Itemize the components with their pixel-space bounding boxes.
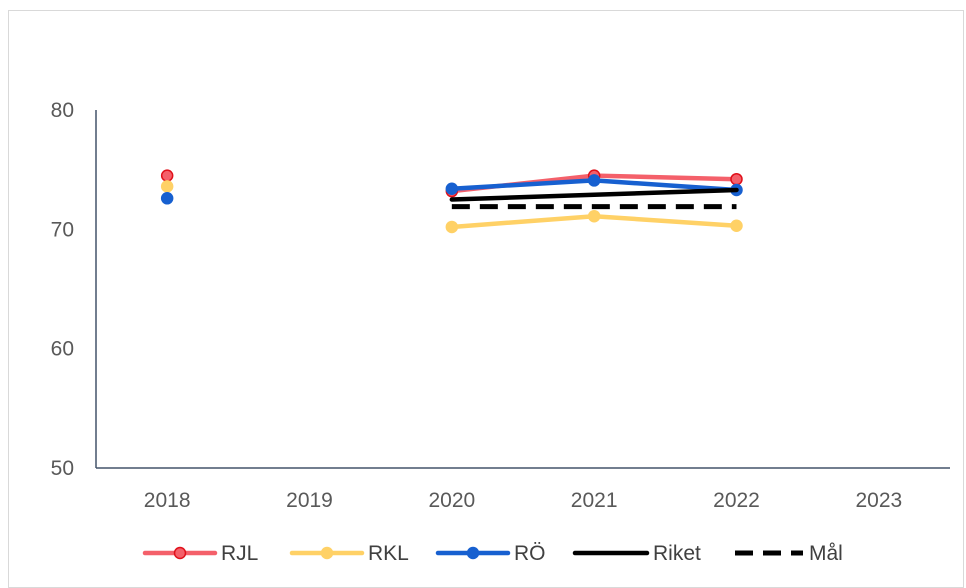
data-point [730,172,743,186]
legend-item-riket: Riket [572,542,701,565]
y-tick-labels: 50 60 70 80 [51,99,74,480]
series-rö [160,174,743,205]
y-tick-label: 50 [51,457,74,480]
y-tick-label: 70 [51,218,74,241]
chart-frame [8,10,964,588]
y-tick-label: 80 [51,99,74,122]
legend-item-mål: Mål [735,542,843,565]
x-tick-label: 2021 [571,489,618,512]
data-point [160,169,174,182]
data-point [160,192,174,205]
legend-marker [466,546,480,560]
legend-marker [320,546,334,560]
legend-label: Riket [653,542,701,565]
data-point [730,219,743,233]
series-rkl [160,180,743,234]
x-tick-label: 2020 [428,489,475,512]
legend-item-rkl: RKL [289,542,409,565]
series-layer [160,169,743,234]
x-tick-label: 2023 [855,489,902,512]
x-tick-label: 2019 [286,489,333,512]
data-point [160,180,174,193]
data-point [587,174,601,187]
axes [95,110,950,469]
data-point [445,182,459,196]
legend: RJL RKL RÖ Riket Mål [142,542,843,565]
series-riket [449,187,739,202]
data-point [445,220,459,234]
series-line [449,187,739,202]
legend-label: RÖ [514,542,546,565]
legend-label: Mål [809,542,843,565]
legend-label: RKL [368,542,409,565]
y-tick-label: 60 [51,338,74,361]
legend-marker [173,546,187,560]
legend-item-rjl: RJL [142,542,258,565]
legend-label: RJL [221,542,258,565]
x-tick-labels: 2018 2019 2020 2021 2022 2023 [144,489,902,512]
data-point [587,209,601,223]
x-tick-label: 2022 [713,489,760,512]
legend-item-rö: RÖ [435,542,546,565]
x-tick-label: 2018 [144,489,191,512]
